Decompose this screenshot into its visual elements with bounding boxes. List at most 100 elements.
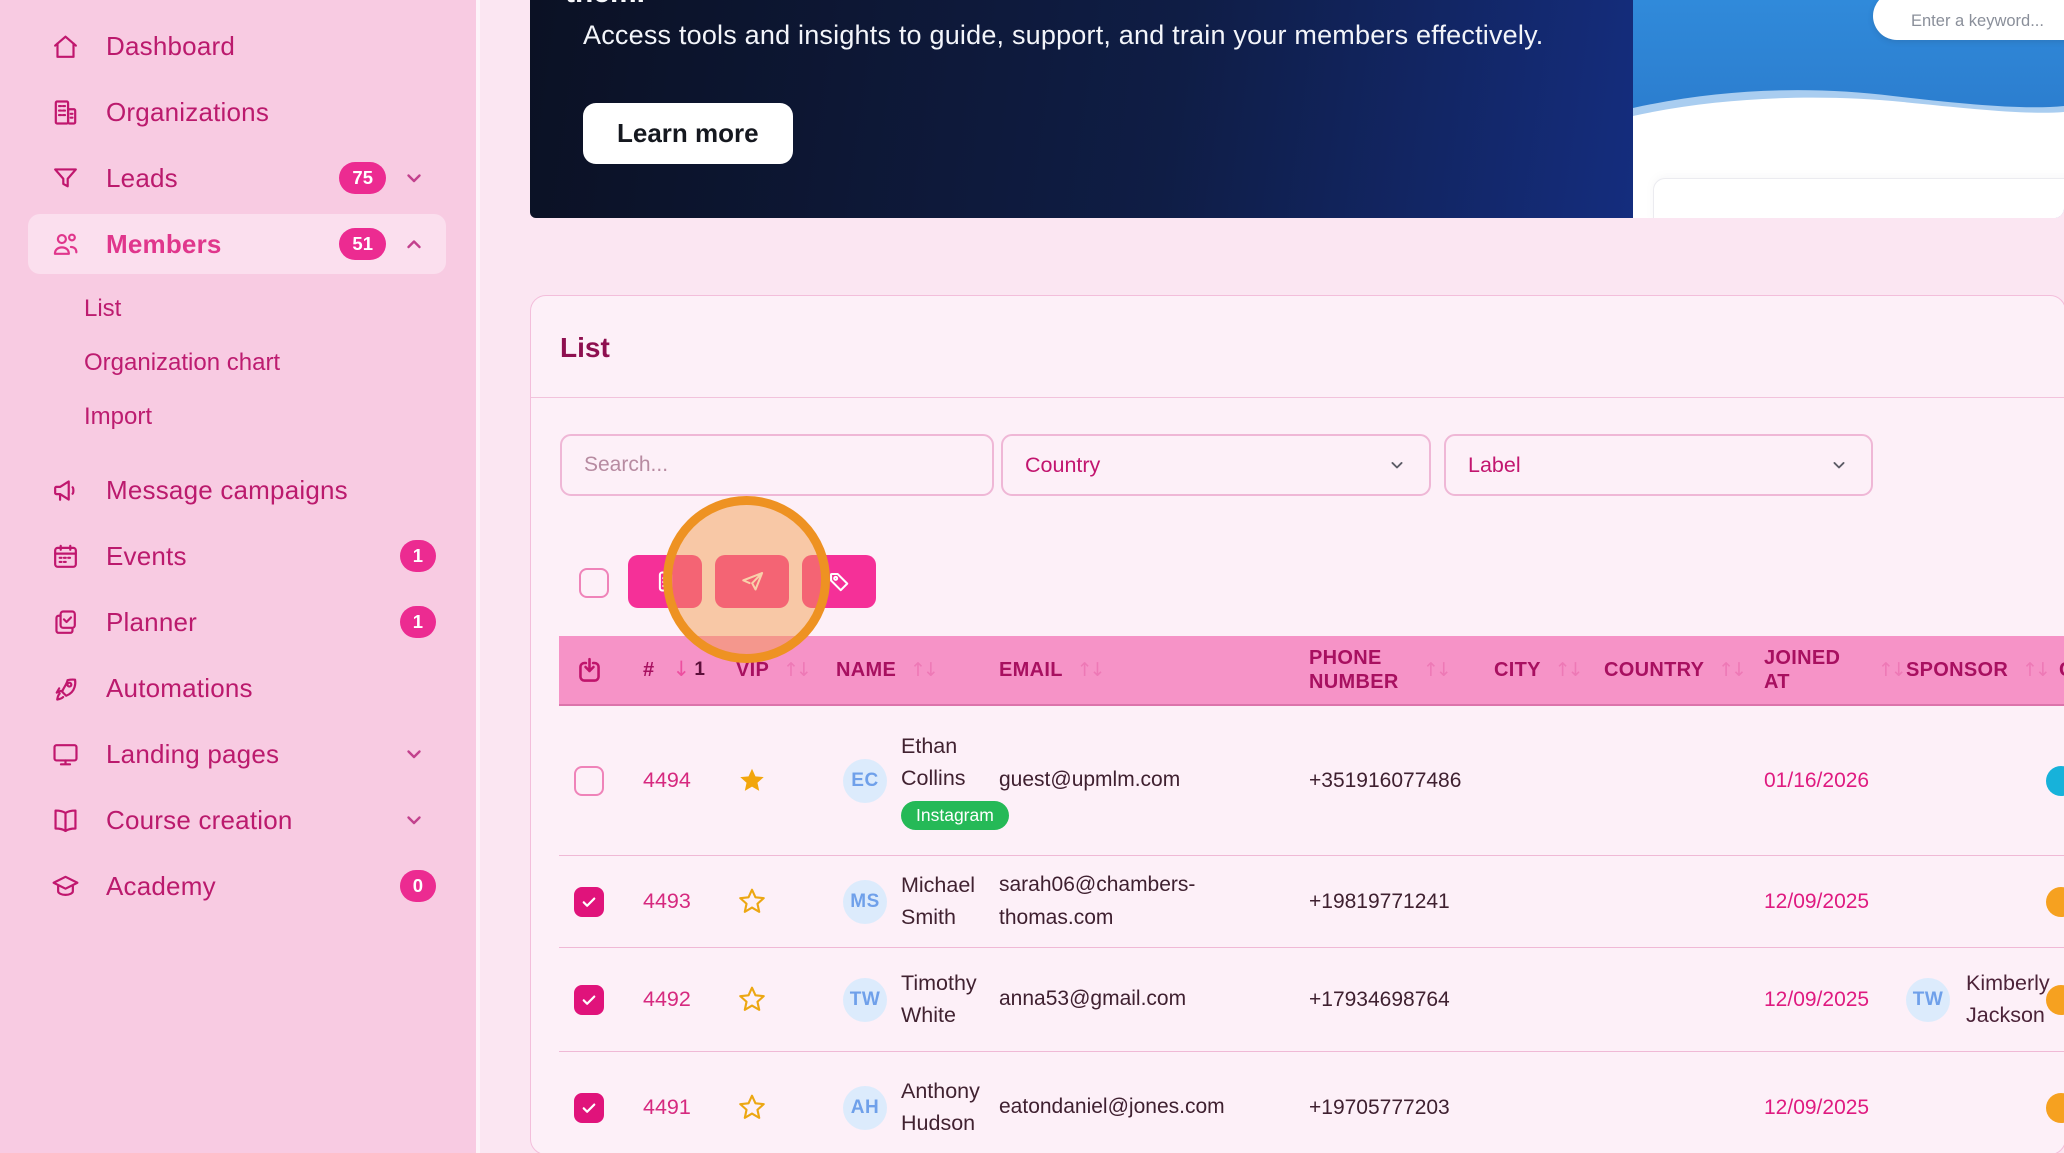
sidebar-item-academy[interactable]: Academy 0	[28, 856, 446, 916]
member-id-link[interactable]: 4493	[643, 889, 691, 913]
bulk-note-button[interactable]	[628, 555, 702, 608]
column-header-clipped[interactable]: C	[2059, 658, 2064, 682]
sidebar-subitem-import[interactable]: Import	[84, 403, 153, 430]
sidebar-item-label: Dashboard	[106, 30, 235, 61]
member-name[interactable]: Michael Smith	[901, 873, 976, 929]
column-header-vip[interactable]: VIP ↑↓	[736, 658, 812, 681]
sort-arrows-icon: ↑↓	[783, 658, 812, 681]
sidebar-item-organizations[interactable]: Organizations	[28, 82, 446, 142]
promo-banner: them. Access tools and insights to guide…	[530, 0, 2064, 218]
bulk-add-label-button[interactable]	[802, 555, 876, 608]
divider	[531, 397, 2064, 398]
status-dot	[2046, 765, 2064, 796]
avatar: MS	[843, 879, 887, 924]
status-dot	[2046, 1092, 2064, 1123]
sidebar-item-message-campaigns[interactable]: Message campaigns	[28, 460, 446, 520]
export-button[interactable]	[559, 655, 619, 686]
sidebar-item-label: Planner	[106, 606, 198, 637]
sidebar: Dashboard Organizations Leads 75 Members…	[0, 0, 480, 1153]
chevron-down-icon[interactable]	[392, 808, 436, 832]
events-count-badge: 1	[399, 539, 436, 573]
label-badge: Instagram	[901, 800, 1009, 830]
label-select[interactable]: Label	[1444, 434, 1873, 496]
graduation-cap-icon	[48, 869, 82, 903]
learn-more-button[interactable]: Learn more	[583, 103, 793, 164]
sidebar-item-label: Course creation	[106, 804, 293, 835]
country-select-value: Country	[1025, 452, 1101, 477]
row-checkbox[interactable]	[574, 765, 604, 796]
country-select[interactable]: Country	[1001, 434, 1431, 496]
clipboard-check-icon	[48, 605, 82, 639]
table-row: 4494 EC Ethan Collins Instagram guest@up…	[559, 706, 2064, 856]
member-id-link[interactable]: 4492	[643, 987, 691, 1011]
megaphone-icon	[48, 473, 82, 507]
sidebar-item-label: Events	[106, 540, 187, 571]
joined-date: 12/09/2025	[1764, 889, 1870, 913]
joined-date: 01/16/2026	[1764, 768, 1870, 792]
sort-arrows-icon: ↑↓	[1718, 658, 1747, 681]
member-email: guest@upmlm.com	[999, 768, 1181, 792]
member-name[interactable]: Timothy White	[901, 971, 977, 1027]
sponsor-name[interactable]: Kimberly Jackson	[1966, 971, 2050, 1027]
sort-priority: 1	[694, 658, 706, 680]
column-header-name[interactable]: NAME ↑↓	[836, 658, 939, 681]
column-header-city[interactable]: CITY ↑↓	[1494, 658, 1584, 681]
label-select-value: Label	[1468, 452, 1521, 477]
member-id-link[interactable]: 4494	[643, 768, 691, 792]
sidebar-item-leads[interactable]: Leads 75	[28, 148, 446, 208]
sidebar-item-landing-pages[interactable]: Landing pages	[28, 724, 446, 784]
sort-arrows-icon: ↑↓	[1076, 658, 1106, 681]
member-name[interactable]: Ethan Collins	[901, 734, 966, 790]
row-checkbox[interactable]	[574, 886, 604, 917]
member-email: eatondaniel@jones.com	[999, 1095, 1225, 1119]
funnel-icon	[48, 161, 82, 195]
preview-search-input: Enter a keyword...	[1873, 0, 2064, 40]
column-header-sponsor[interactable]: SPONSOR ↑↓	[1906, 658, 2051, 681]
sidebar-item-label: Landing pages	[106, 738, 280, 769]
member-name[interactable]: Anthony Hudson	[901, 1079, 980, 1135]
sidebar-item-members[interactable]: Members 51	[28, 214, 446, 274]
members-table: # ↓ 1 VIP ↑↓ NAME ↑↓ EMAIL ↑↓ PHONE NUMBER ↑…	[559, 636, 2064, 1153]
sidebar-item-events[interactable]: Events 1	[28, 526, 446, 586]
chevron-up-icon[interactable]	[392, 232, 436, 256]
status-dot	[2046, 886, 2064, 917]
search-input[interactable]	[562, 436, 992, 494]
row-checkbox[interactable]	[574, 1092, 604, 1123]
search-field-wrap	[560, 434, 994, 496]
vip-star-toggle[interactable]	[736, 886, 768, 918]
chevron-down-icon	[1391, 461, 1403, 469]
sort-arrows-icon: ↑↓	[1878, 658, 1907, 681]
sidebar-subitem-organization-chart[interactable]: Organization chart	[84, 349, 281, 376]
row-checkbox[interactable]	[574, 984, 604, 1015]
column-header-id[interactable]: # ↓ 1	[643, 657, 706, 682]
vip-star-toggle[interactable]	[736, 984, 768, 1016]
column-header-email[interactable]: EMAIL ↑↓	[999, 658, 1106, 681]
vip-star-toggle[interactable]	[736, 1092, 768, 1124]
chevron-down-icon[interactable]	[392, 742, 436, 766]
sidebar-item-label: Organizations	[106, 96, 270, 127]
banner-preview-image: Enter a keyword...	[1633, 0, 2064, 218]
sidebar-item-course-creation[interactable]: Course creation	[28, 790, 446, 850]
table-header: # ↓ 1 VIP ↑↓ NAME ↑↓ EMAIL ↑↓ PHONE NUMBER ↑…	[559, 636, 2064, 706]
select-all-checkbox[interactable]	[579, 568, 609, 598]
table-row: 4492 TW Timothy White anna53@gmail.com +…	[559, 948, 2064, 1052]
member-id-link[interactable]: 4491	[643, 1095, 691, 1119]
sidebar-item-label: Message campaigns	[106, 474, 348, 505]
calendar-icon	[48, 539, 82, 573]
export-download-icon	[578, 657, 600, 682]
column-header-joined-at[interactable]: JOINED AT ↑↓	[1764, 647, 1907, 693]
column-header-phone[interactable]: PHONE NUMBER ↑↓	[1309, 647, 1452, 693]
sort-arrows-icon: ↑↓	[1423, 658, 1452, 681]
member-phone: +19819771241	[1309, 889, 1450, 913]
sidebar-subitem-list[interactable]: List	[84, 295, 122, 322]
member-phone: +351916077486	[1309, 768, 1462, 792]
document-icon	[658, 571, 672, 592]
chevron-down-icon[interactable]	[392, 166, 436, 190]
column-header-country[interactable]: COUNTRY ↑↓	[1604, 658, 1747, 681]
sidebar-item-dashboard[interactable]: Dashboard	[28, 16, 446, 76]
sidebar-item-planner[interactable]: Planner 1	[28, 592, 446, 652]
vip-star-toggle[interactable]	[736, 765, 768, 797]
sidebar-item-automations[interactable]: Automations	[28, 658, 446, 718]
bulk-send-message-button[interactable]	[715, 555, 789, 608]
